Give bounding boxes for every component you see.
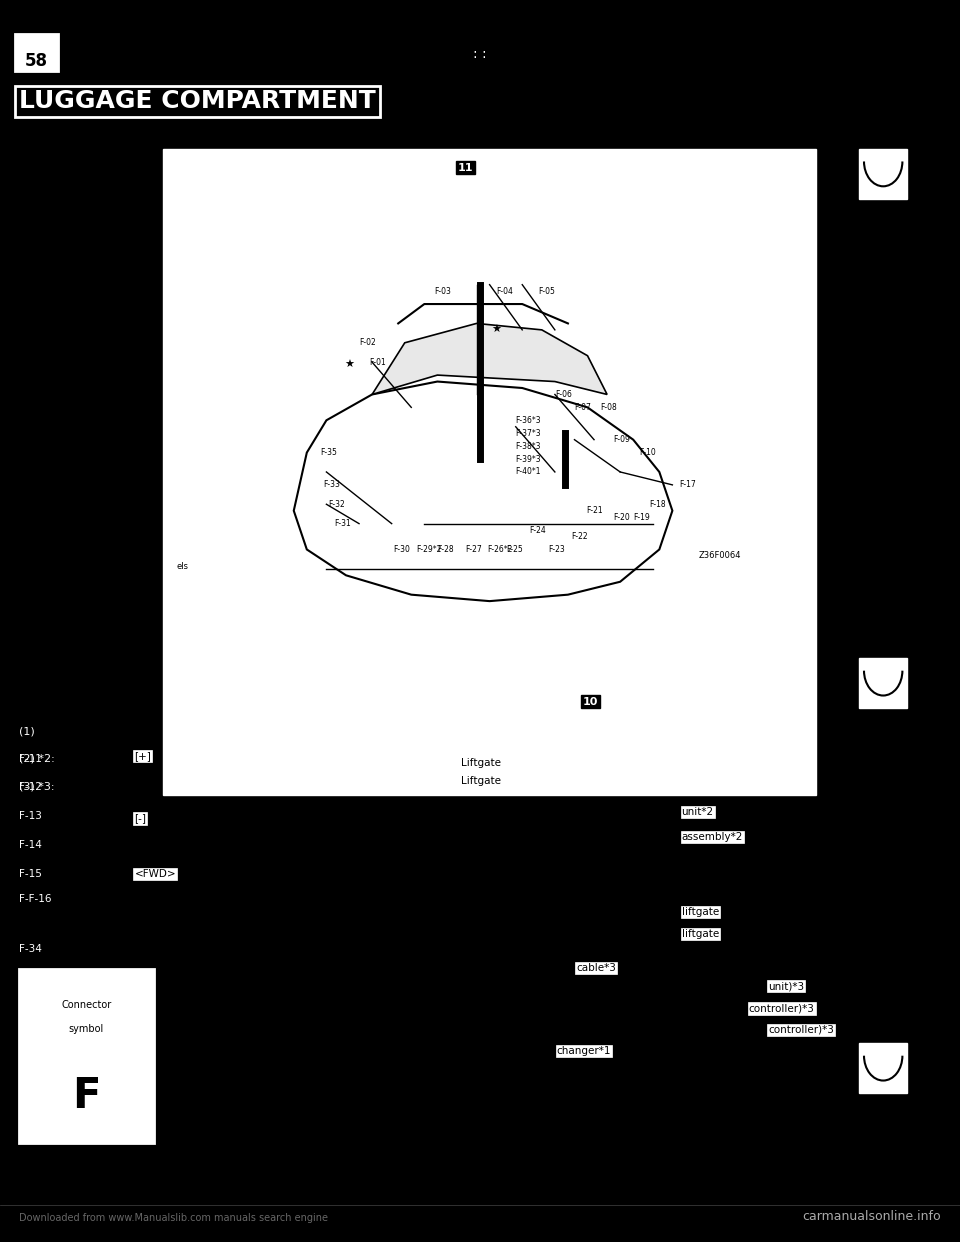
FancyBboxPatch shape — [859, 658, 907, 708]
Text: F-02: F-02 — [359, 338, 375, 348]
Text: F-11: F-11 — [19, 754, 42, 764]
Text: F-26*2: F-26*2 — [488, 545, 513, 554]
Text: Downloaded from www.Manualslib.com manuals search engine: Downloaded from www.Manualslib.com manua… — [19, 1213, 328, 1223]
FancyBboxPatch shape — [859, 1043, 907, 1093]
Text: Liftgate: Liftgate — [461, 758, 501, 768]
Text: F-35: F-35 — [320, 448, 337, 457]
Text: F-39*3: F-39*3 — [516, 455, 541, 463]
Text: F-19: F-19 — [634, 513, 650, 522]
Text: F-36*3: F-36*3 — [516, 416, 541, 425]
Text: F-01: F-01 — [369, 358, 386, 366]
Text: F-06: F-06 — [555, 390, 572, 399]
Text: <FWD>: <FWD> — [134, 869, 176, 879]
Text: assembly*2: assembly*2 — [682, 832, 743, 842]
Text: F-38*3: F-38*3 — [516, 442, 541, 451]
Text: 10: 10 — [583, 697, 598, 707]
Text: F-F-16: F-F-16 — [19, 894, 52, 904]
Text: F-37*3: F-37*3 — [516, 428, 541, 437]
Text: F-04: F-04 — [496, 287, 513, 296]
Text: F-21: F-21 — [587, 507, 603, 515]
Text: LUGGAGE COMPARTMENT: LUGGAGE COMPARTMENT — [19, 89, 376, 113]
Text: F-23: F-23 — [548, 545, 565, 554]
Text: controller)*3: controller)*3 — [749, 1004, 815, 1013]
Text: : :: : : — [473, 47, 487, 61]
Text: ★: ★ — [492, 325, 501, 335]
Text: [+]: [+] — [134, 751, 152, 761]
FancyBboxPatch shape — [163, 149, 816, 795]
Text: F: F — [72, 1074, 101, 1117]
Text: F-34: F-34 — [19, 944, 42, 954]
Text: Z36F0064: Z36F0064 — [699, 551, 741, 560]
Text: F-27: F-27 — [466, 545, 482, 554]
Text: F-22: F-22 — [571, 532, 588, 542]
Text: F-05: F-05 — [539, 287, 556, 296]
Text: liftgate: liftgate — [682, 907, 719, 917]
Text: F-30: F-30 — [393, 545, 410, 554]
Text: F-09: F-09 — [613, 435, 631, 445]
Text: F-40*1: F-40*1 — [516, 467, 541, 477]
Text: F-12: F-12 — [19, 782, 42, 792]
Text: F-25: F-25 — [506, 545, 522, 554]
Text: F-31: F-31 — [334, 519, 351, 528]
Text: F-32: F-32 — [328, 499, 345, 509]
Text: (3) *3:: (3) *3: — [19, 781, 55, 791]
Text: [-]: [-] — [134, 814, 146, 823]
Text: 11: 11 — [458, 163, 473, 173]
Text: carmanualsonline.info: carmanualsonline.info — [803, 1211, 941, 1223]
Text: F-07: F-07 — [574, 402, 591, 412]
Text: F-03: F-03 — [434, 287, 451, 296]
Text: ★: ★ — [345, 360, 354, 370]
Text: F-13: F-13 — [19, 811, 42, 821]
Text: F-15: F-15 — [19, 869, 42, 879]
Text: F-29*2: F-29*2 — [417, 545, 442, 554]
Text: Liftgate: Liftgate — [461, 776, 501, 786]
Text: changer*1: changer*1 — [557, 1046, 612, 1056]
Text: F-08: F-08 — [601, 402, 617, 412]
Text: Connector: Connector — [61, 1000, 111, 1010]
Text: liftgate: liftgate — [682, 929, 719, 939]
Polygon shape — [372, 323, 607, 395]
FancyBboxPatch shape — [859, 149, 907, 199]
Polygon shape — [294, 381, 672, 601]
Text: F-33: F-33 — [324, 481, 340, 489]
Text: unit*2: unit*2 — [682, 807, 713, 817]
Text: unit)*3: unit)*3 — [768, 981, 804, 991]
Text: els: els — [177, 563, 188, 571]
Text: F-10: F-10 — [639, 448, 657, 457]
Text: F-17: F-17 — [679, 481, 696, 489]
Text: F-14: F-14 — [19, 840, 42, 850]
FancyBboxPatch shape — [19, 969, 154, 1143]
Text: symbol: symbol — [69, 1025, 104, 1035]
Text: F-28: F-28 — [438, 545, 454, 554]
Text: controller)*3: controller)*3 — [768, 1025, 834, 1035]
Text: F-24: F-24 — [529, 525, 545, 534]
FancyBboxPatch shape — [15, 34, 58, 71]
Text: 58: 58 — [25, 52, 48, 70]
Text: (1): (1) — [19, 727, 35, 737]
Text: NOTE: NOTE — [163, 710, 202, 723]
Text: (2) *2:: (2) *2: — [19, 754, 55, 764]
Text: cable*3: cable*3 — [576, 963, 616, 972]
Text: F-18: F-18 — [650, 499, 666, 509]
Text: F-20: F-20 — [613, 513, 631, 522]
